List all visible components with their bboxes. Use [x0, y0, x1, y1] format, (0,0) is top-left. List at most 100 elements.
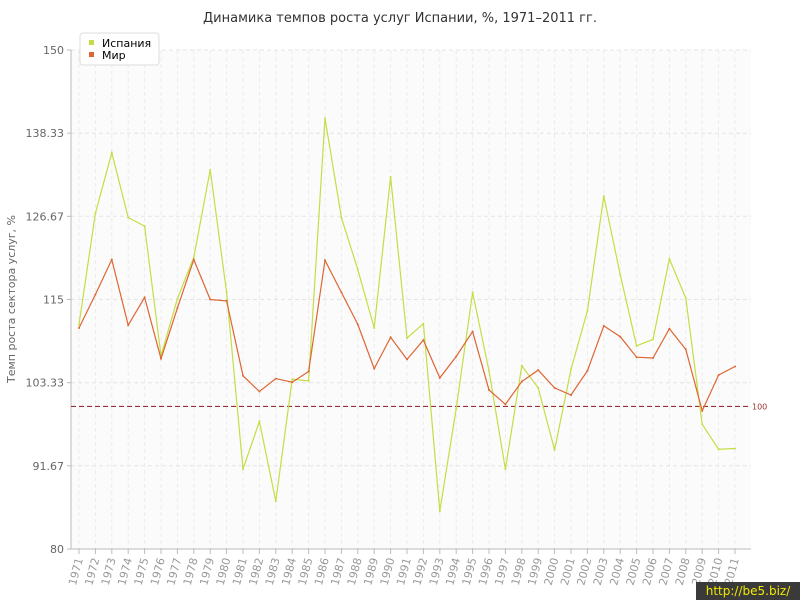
data-point: [438, 376, 441, 379]
data-point: [356, 323, 359, 326]
data-point: [340, 291, 343, 294]
data-point: [373, 367, 376, 370]
data-point: [94, 293, 97, 296]
data-point: [438, 510, 441, 513]
data-point: [209, 298, 212, 301]
data-point: [307, 379, 310, 382]
data-point: [652, 338, 654, 341]
data-point: [192, 256, 195, 259]
chart-title: Динамика темпов роста услуг Испании, %, …: [203, 11, 597, 26]
data-point: [553, 386, 556, 389]
x-axis-ticks: 1971197219731974197519761977197819791980…: [66, 549, 742, 587]
legend-marker-spain: [89, 40, 94, 45]
data-point: [635, 344, 638, 347]
data-point: [701, 409, 704, 412]
data-point: [110, 258, 113, 261]
data-point: [537, 386, 540, 389]
data-point: [734, 365, 736, 368]
data-point: [274, 377, 277, 380]
y-tick-label: 150: [43, 44, 64, 57]
data-point: [537, 369, 540, 372]
data-point: [619, 273, 622, 276]
data-point: [110, 151, 113, 154]
data-point: [242, 374, 244, 377]
data-point: [258, 390, 261, 393]
data-point: [422, 339, 425, 342]
y-tick-label: 103.33: [26, 377, 65, 390]
y-tick-label: 80: [50, 543, 64, 556]
reference-line-group: 100: [71, 402, 767, 411]
y-tick-label: 126.67: [26, 210, 65, 223]
data-point: [488, 389, 490, 392]
data-point: [504, 468, 507, 471]
watermark[interactable]: http://be5.biz/: [696, 582, 800, 600]
data-point: [373, 327, 376, 330]
data-point: [176, 297, 179, 300]
series-group: [78, 117, 736, 513]
data-point: [127, 216, 130, 219]
data-point: [602, 195, 605, 198]
data-point: [553, 448, 556, 451]
data-point: [176, 307, 179, 310]
reference-line-label: 100: [752, 402, 767, 411]
data-point: [570, 368, 572, 371]
data-point: [143, 296, 146, 299]
data-point: [488, 369, 490, 372]
data-point: [127, 324, 130, 327]
data-point: [570, 394, 572, 397]
y-axis-label: Темп роста сектора услуг, %: [5, 215, 18, 384]
data-point: [684, 348, 687, 351]
data-point: [619, 335, 622, 338]
data-point: [324, 117, 326, 120]
data-point: [274, 500, 277, 503]
data-point: [471, 330, 474, 333]
data-point: [586, 369, 589, 372]
data-point: [242, 468, 244, 471]
data-point: [520, 380, 523, 383]
data-point: [78, 323, 80, 326]
data-point: [668, 257, 671, 260]
data-point: [652, 356, 654, 359]
data-point: [586, 309, 589, 312]
data-point: [422, 322, 425, 325]
data-point: [717, 374, 720, 377]
data-point: [356, 268, 359, 271]
data-point: [389, 336, 392, 339]
data-point: [684, 297, 687, 300]
data-point: [225, 291, 228, 294]
data-point: [291, 381, 294, 384]
data-point: [94, 212, 97, 215]
data-point: [602, 324, 605, 327]
data-point: [307, 370, 310, 373]
data-point: [455, 355, 458, 358]
legend-marker-world: [89, 52, 94, 57]
data-point: [717, 448, 720, 451]
legend[interactable]: Испания Мир: [79, 32, 160, 66]
data-point: [635, 356, 638, 359]
legend-label-world[interactable]: Мир: [102, 49, 126, 62]
y-tick-label: 115: [43, 294, 64, 307]
data-point: [455, 407, 458, 410]
legend-label-spain[interactable]: Испания: [102, 37, 151, 50]
data-point: [406, 336, 408, 339]
data-point: [340, 216, 343, 219]
data-point: [324, 259, 326, 262]
data-point: [192, 258, 195, 261]
data-point: [78, 327, 80, 330]
data-point: [160, 357, 162, 360]
data-point: [504, 403, 507, 406]
data-point: [143, 225, 146, 228]
data-point: [406, 358, 408, 361]
y-axis-ticks: 80 91.67 103.33 115 126.67 138.33 150: [26, 44, 71, 556]
y-tick-label: 138.33: [26, 127, 65, 140]
data-point: [209, 168, 212, 171]
data-point: [258, 420, 261, 423]
data-point: [734, 447, 736, 450]
y-tick-label: 91.67: [33, 460, 65, 473]
data-point: [471, 291, 474, 294]
data-point: [668, 327, 671, 330]
data-point: [389, 175, 392, 178]
legend-box: [79, 32, 160, 66]
data-point: [225, 299, 228, 302]
